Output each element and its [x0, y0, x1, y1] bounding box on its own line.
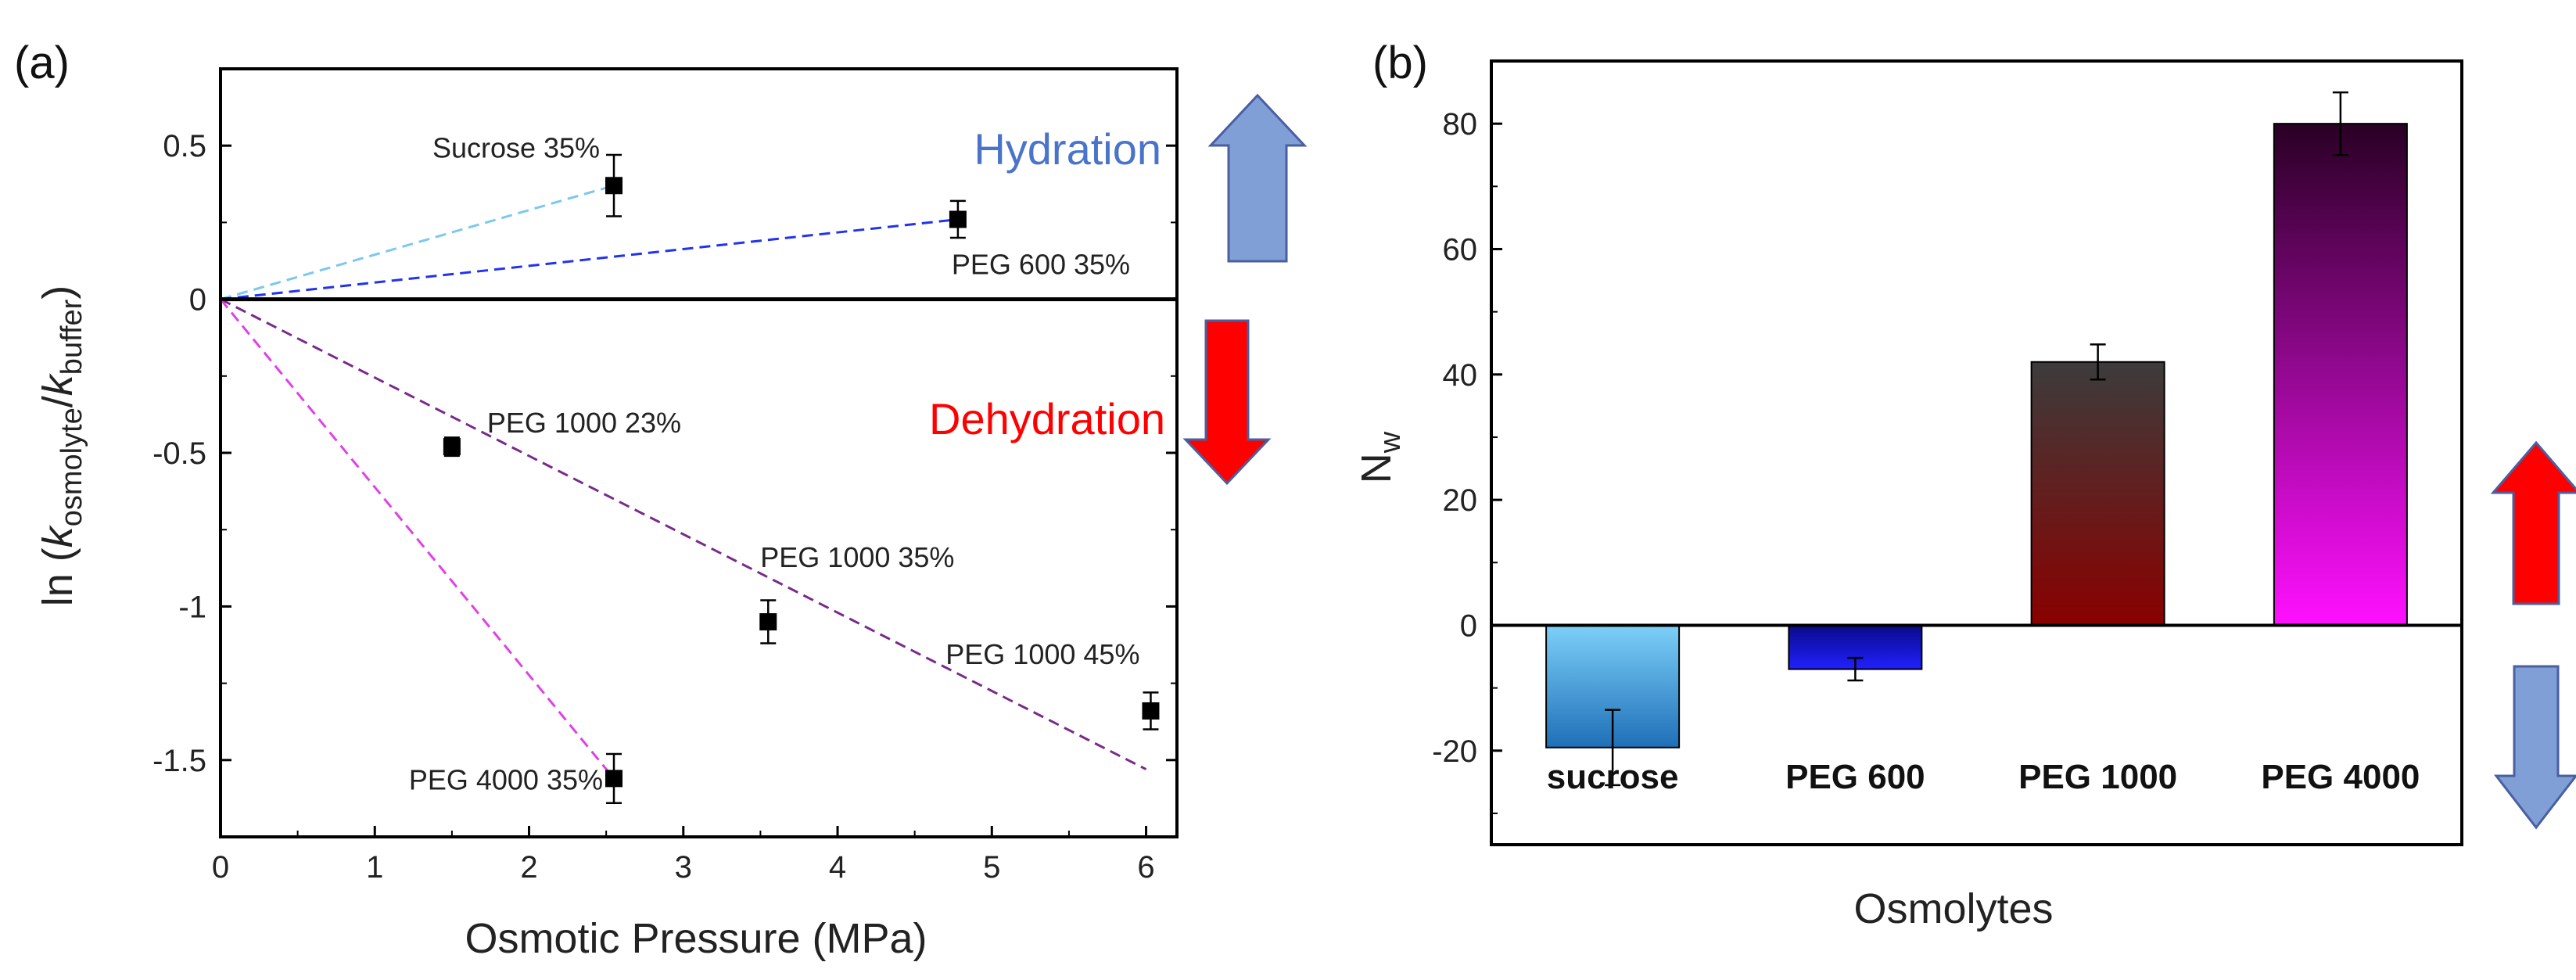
panel-a-label: (a)	[14, 38, 70, 88]
bars	[1545, 123, 2408, 748]
data-point-5	[605, 770, 623, 788]
fit-lines	[219, 184, 1147, 780]
error-bars	[1605, 91, 2348, 787]
bar-2	[2030, 361, 2165, 626]
plot-frame-b	[1490, 59, 2463, 846]
bar-3	[2273, 123, 2408, 626]
data-point-3	[759, 613, 777, 631]
x-tick-label: 4	[829, 850, 846, 885]
point-label-5: PEG 4000 35%	[409, 763, 603, 795]
data-point-1	[949, 210, 967, 228]
arrow-up-icon	[1207, 93, 1308, 263]
y-tick-label: 0.5	[163, 129, 206, 163]
data-points	[443, 153, 1160, 805]
x-tick-label: 2	[520, 850, 537, 885]
data-point-4	[1142, 702, 1160, 720]
category-labels: sucrose PEG 600 PEG 1000 PEG 4000	[1547, 758, 2420, 796]
y-tick-label: -1	[178, 590, 206, 624]
fit-line-0	[220, 184, 615, 301]
x-tick-label: 0	[212, 850, 229, 885]
fit-line-2	[220, 298, 1147, 770]
y-tick-label-b: 60	[1443, 232, 1478, 267]
x-axis-label-a: Osmotic Pressure (MPa)	[465, 915, 927, 962]
y-axis-label-b: Nw	[1353, 431, 1407, 483]
point-label-0: Sucrose 35%	[432, 131, 600, 163]
fit-line-1	[220, 217, 959, 301]
y-axis-label-a: ln (kosmolyte/kbuffer)	[34, 285, 88, 607]
panel-b-label: (b)	[1372, 38, 1428, 88]
axis-ticks-b: -20 0 20 40 60 80	[1432, 60, 1502, 814]
point-label-1: PEG 600 35%	[952, 248, 1130, 280]
arrow-up-icon-right	[2490, 440, 2576, 605]
category-label-1: PEG 600	[1785, 758, 1925, 796]
arrow-down-icon-right	[2493, 665, 2576, 830]
dehydration-label: Dehydration	[929, 394, 1165, 443]
point-label-4: PEG 1000 45%	[945, 638, 1139, 670]
fit-line-3	[219, 298, 615, 780]
point-annotations: Sucrose 35% PEG 600 35% PEG 1000 23% PEG 10…	[409, 131, 1140, 795]
data-point-2	[443, 438, 461, 456]
y-tick-label-b: -20	[1432, 734, 1477, 769]
y-tick-label: 0	[189, 283, 206, 318]
x-axis-label-b: Osmolytes	[1853, 885, 2053, 932]
x-tick-label: 6	[1137, 850, 1154, 885]
y-tick-label: -0.5	[152, 436, 206, 471]
x-tick-label: 5	[983, 850, 1000, 885]
category-label-3: PEG 4000	[2261, 758, 2420, 796]
y-tick-label-b: 40	[1443, 358, 1478, 393]
point-label-3: PEG 1000 35%	[760, 541, 954, 573]
arrow-down-icon	[1182, 319, 1272, 486]
panel-b: (b) -20 0 20 40 60 80 sucrose PEG 600 PEG 1000 P…	[1353, 38, 2576, 932]
category-label-2: PEG 1000	[2018, 758, 2177, 796]
y-tick-label-b: 0	[1460, 608, 1477, 643]
data-point-0	[605, 177, 623, 195]
y-tick-label-b: 20	[1443, 483, 1478, 518]
x-tick-label: 1	[366, 850, 383, 885]
y-tick-label: -1.5	[152, 744, 206, 778]
axis-ticks-a: 0 1 2 3 4 5 6 0.5 0 -0.5 -1 -1.5	[152, 68, 1177, 885]
category-label-0: sucrose	[1547, 758, 1679, 796]
x-tick-label: 3	[675, 850, 692, 885]
panel-a: (a) 0 1 2 3 4 5 6 0.5 0 -0.5 -1 -1.5 Sucrose 35% PEG…	[14, 38, 1308, 962]
plot-frame-a	[219, 67, 1179, 838]
hydration-label: Hydration	[974, 124, 1161, 174]
point-label-2: PEG 1000 23%	[487, 407, 681, 439]
y-tick-label-b: 80	[1443, 107, 1478, 142]
